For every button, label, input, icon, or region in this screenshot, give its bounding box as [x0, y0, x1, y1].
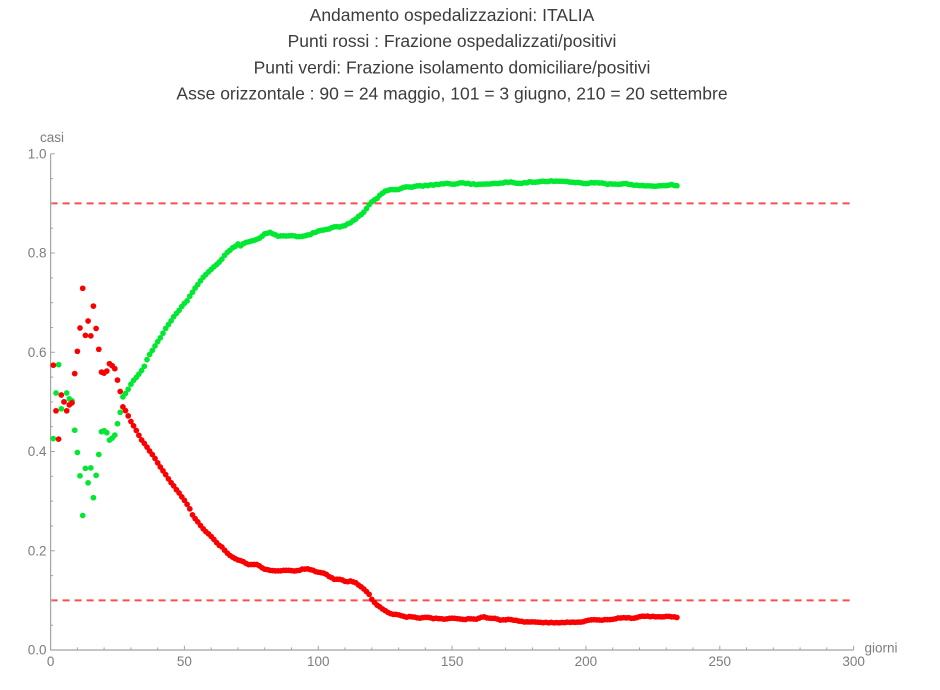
svg-text:Punti rossi : Frazione ospedal: Punti rossi : Frazione ospedalizzati/pos…	[288, 31, 617, 51]
svg-text:300: 300	[842, 654, 865, 669]
svg-text:0: 0	[47, 654, 55, 669]
svg-text:0.2: 0.2	[28, 543, 47, 558]
svg-text:0.4: 0.4	[28, 444, 47, 459]
svg-text:0.8: 0.8	[28, 246, 47, 261]
svg-text:Punti verdi: Frazione isolamen: Punti verdi: Frazione isolamento domicil…	[254, 57, 651, 77]
svg-text:casi: casi	[40, 130, 64, 145]
svg-text:150: 150	[441, 654, 464, 669]
svg-text:Andamento ospedalizzazioni: IT: Andamento ospedalizzazioni: ITALIA	[310, 5, 595, 25]
svg-text:0.0: 0.0	[28, 643, 47, 658]
svg-text:Asse orizzontale : 90 = 24 mag: Asse orizzontale : 90 = 24 maggio, 101 =…	[176, 84, 727, 104]
svg-text:giorni: giorni	[865, 641, 898, 656]
svg-text:250: 250	[709, 654, 732, 669]
svg-text:100: 100	[307, 654, 330, 669]
svg-text:200: 200	[575, 654, 598, 669]
svg-text:1.0: 1.0	[28, 146, 47, 161]
svg-text:50: 50	[177, 654, 192, 669]
svg-text:0.6: 0.6	[28, 345, 47, 360]
